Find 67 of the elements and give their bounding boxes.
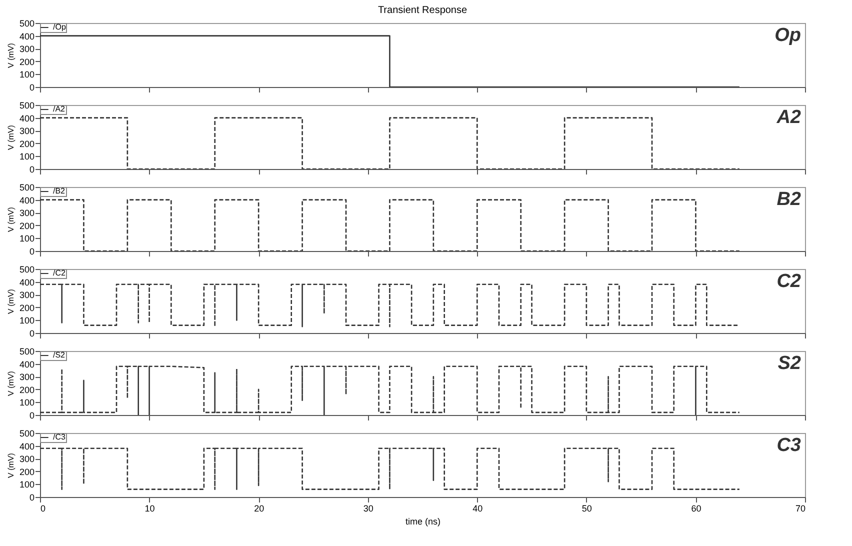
y-tick-label: 200 — [19, 220, 34, 231]
x-axis-title: time (ns) — [405, 516, 441, 526]
y-tick-label: 300 — [19, 126, 34, 136]
y-tick-label: 300 — [19, 372, 34, 382]
y-tick-label: 500 — [19, 428, 34, 438]
y-tick-label: 500 — [19, 346, 34, 356]
y-axis-title: V (mV) — [6, 124, 16, 150]
annotation: B2 — [776, 189, 802, 210]
y-tick-label: 300 — [19, 208, 34, 218]
y-tick-label: 0 — [29, 492, 34, 502]
y-tick-label: 500 — [19, 100, 34, 110]
y-tick-label: 100 — [19, 398, 34, 408]
y-tick-label: 100 — [19, 234, 34, 244]
y-tick-label: 100 — [19, 480, 34, 490]
y-tick-label: 400 — [19, 277, 34, 288]
y-axis-title: V (mV) — [6, 452, 16, 478]
y-tick-label: 200 — [19, 302, 34, 313]
x-tick-label: 20 — [254, 504, 264, 514]
y-tick-label: 0 — [29, 246, 34, 256]
y-tick-label: 100 — [19, 152, 34, 162]
line-series — [40, 366, 740, 415]
series-label: /S2 — [53, 350, 66, 360]
line-series — [40, 448, 740, 490]
y-tick-label: 200 — [19, 138, 34, 149]
y-tick-label: 400 — [19, 359, 34, 370]
y-tick-label: 300 — [19, 290, 34, 300]
annotation: A2 — [776, 107, 802, 128]
y-tick-label: 400 — [19, 195, 34, 206]
x-tick-label: 40 — [472, 504, 483, 514]
y-tick-label: 0 — [29, 410, 34, 420]
y-tick-label: 400 — [19, 31, 34, 42]
line-series — [40, 284, 740, 328]
y-axis-title: V (mV) — [6, 288, 16, 314]
y-tick-label: 100 — [19, 316, 34, 326]
annotation: C3 — [776, 435, 802, 456]
x-tick-label: 60 — [691, 504, 702, 514]
y-axis-title: V (mV) — [6, 42, 16, 68]
annotation: S2 — [778, 353, 802, 374]
y-tick-label: 200 — [19, 56, 34, 67]
x-tick-label: 50 — [582, 504, 592, 514]
series-label: /C3 — [53, 432, 66, 442]
y-tick-label: 300 — [19, 454, 34, 464]
series-label: /A2 — [53, 104, 66, 114]
y-tick-label: 0 — [29, 328, 34, 338]
y-axis-title: V (mV) — [6, 370, 16, 396]
x-tick-label: 30 — [363, 504, 374, 514]
x-tick-label: 70 — [795, 504, 806, 514]
y-tick-label: 500 — [19, 264, 34, 274]
y-tick-label: 500 — [19, 18, 34, 28]
chart-title: Transient Response — [378, 5, 468, 16]
y-tick-label: 300 — [19, 44, 34, 54]
y-tick-label: 500 — [19, 182, 34, 192]
y-tick-label: 0 — [29, 82, 34, 92]
y-axis-title: V (mV) — [6, 206, 16, 232]
y-tick-label: 200 — [19, 384, 34, 395]
series-label: /C2 — [53, 268, 66, 278]
y-tick-label: 400 — [19, 113, 34, 124]
y-tick-label: 200 — [19, 466, 34, 477]
y-tick-label: 0 — [29, 164, 34, 174]
series-label: /Op — [53, 22, 66, 32]
series-label: /B2 — [53, 186, 66, 196]
y-tick-label: 100 — [19, 70, 34, 80]
annotation: C2 — [776, 271, 802, 292]
y-tick-label: 400 — [19, 441, 34, 452]
x-tick-label: 10 — [144, 504, 155, 514]
annotation: Op — [774, 25, 801, 46]
x-tick-label: 0 — [40, 504, 46, 514]
